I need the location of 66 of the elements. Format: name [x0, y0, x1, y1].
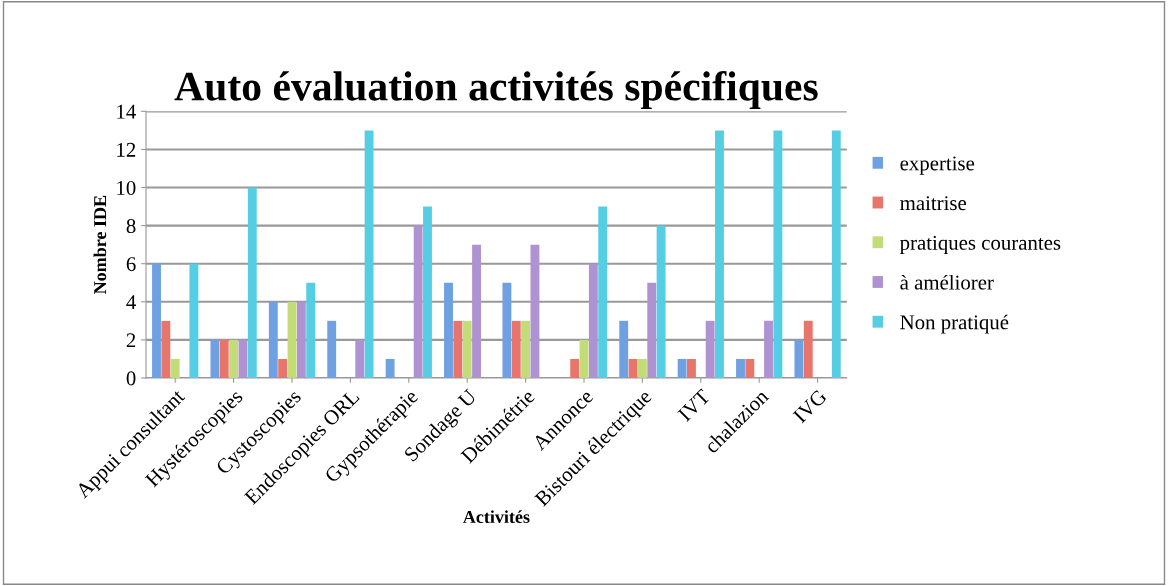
x-axis-title: Activités — [462, 510, 530, 524]
bar — [170, 358, 180, 378]
bar — [647, 282, 657, 378]
bar — [803, 320, 813, 378]
bar — [598, 206, 608, 378]
legend-label: maitrise — [900, 196, 967, 211]
bar — [511, 320, 521, 378]
bar — [152, 263, 161, 378]
y-tick-label: 12 — [117, 142, 136, 157]
legend-label: à améliorer — [900, 274, 994, 290]
bar — [278, 358, 288, 378]
legend-label: Non pratiqué — [900, 314, 1009, 334]
bar — [677, 358, 687, 378]
bar — [472, 244, 481, 378]
chart-title: Auto évaluation activités spécifiques — [174, 70, 818, 110]
bar — [687, 358, 696, 378]
y-tick-label: 6 — [126, 257, 136, 272]
bar — [161, 320, 171, 378]
bar — [306, 282, 316, 378]
bar — [268, 301, 278, 378]
bar — [219, 339, 229, 378]
bar — [794, 339, 804, 378]
bar — [705, 320, 715, 378]
bar — [355, 339, 365, 378]
bar — [189, 263, 199, 378]
bar — [327, 320, 337, 378]
bar — [530, 244, 540, 378]
bar — [287, 301, 297, 378]
bar — [238, 339, 248, 378]
y-tick-label: 0 — [126, 371, 136, 386]
bar — [579, 339, 589, 378]
bar — [656, 225, 666, 378]
bar — [453, 320, 463, 378]
bar — [637, 358, 647, 378]
bar — [364, 130, 374, 378]
bar — [831, 130, 841, 378]
bar — [628, 358, 638, 378]
bar — [423, 206, 432, 378]
bar — [296, 301, 306, 378]
y-axis-title: Nombre IDE — [93, 195, 107, 295]
bar — [229, 339, 239, 378]
y-tick-label: 4 — [126, 295, 136, 310]
x-tick-label: IVG — [792, 388, 828, 424]
bar — [521, 320, 531, 378]
bar — [385, 358, 395, 378]
bar — [588, 263, 598, 378]
bar — [745, 358, 755, 378]
bar — [715, 130, 724, 378]
y-tick-label: 10 — [117, 180, 136, 195]
y-tick-label: 14 — [117, 104, 136, 119]
legend-label: pratiques courantes — [899, 235, 1061, 255]
bar — [462, 320, 472, 378]
bar — [773, 130, 783, 378]
bar — [413, 225, 423, 378]
legend-label: expertise — [900, 156, 975, 175]
bar — [619, 320, 629, 378]
bar — [210, 339, 220, 378]
bar — [570, 358, 580, 378]
y-tick-label: 2 — [126, 333, 136, 348]
x-tick-label: IVT — [677, 388, 711, 423]
y-tick-label: 8 — [126, 218, 136, 234]
bar — [736, 358, 745, 378]
bar — [764, 320, 773, 378]
bar — [502, 282, 512, 378]
bar — [444, 282, 453, 378]
bar — [247, 187, 257, 378]
